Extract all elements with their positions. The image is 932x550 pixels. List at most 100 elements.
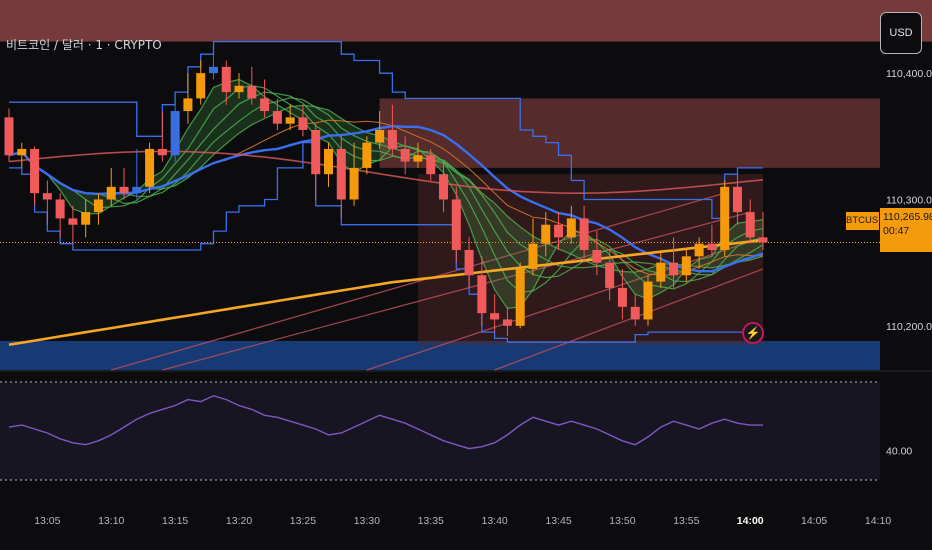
time-axis-label: 13:35 [418,515,444,527]
candle-body [528,243,538,269]
countdown: 00:47 [883,225,910,237]
candle-body [324,148,333,175]
candle-body [336,148,346,200]
candle-body [707,243,717,250]
rsi-pane [0,370,932,481]
channel-lower-line [9,141,763,343]
candle-body [17,148,27,156]
time-axis-label: 13:30 [354,515,380,527]
fan-line-0 [111,192,725,371]
candles-layer [4,47,768,336]
candle-body [502,319,512,326]
candle-body [617,287,627,307]
last-price-symbol-tag: BTCUSD [846,212,885,230]
resistance-zone-top [0,0,880,42]
price-axis-label: 110,400.00 [886,68,932,80]
candle-body [362,142,372,168]
candle-body [605,262,615,288]
candle-body [68,218,78,225]
candle-body [592,250,602,263]
candle-body [170,111,180,156]
candle-body [758,237,768,243]
time-axis-label: 13:15 [162,515,188,527]
currency-button[interactable]: USD [880,12,922,54]
time-axis-label: 13:55 [673,515,699,527]
candle-body [464,250,474,276]
time-axis-label: 14:00 [737,515,764,527]
fan-line-3 [494,268,764,371]
last-price-tag: 110,265.98 00:47 [880,208,932,252]
green-ribbon-fill [9,79,764,309]
candle-body [681,256,691,276]
candle-body [30,148,40,194]
candle-body [656,262,666,282]
candle-body [234,85,244,93]
candle-body [745,212,755,238]
candle-body [272,111,282,124]
fan-lines-layer [111,192,764,371]
candle-body [630,306,640,320]
red-envelope-line [8,150,764,194]
candle-body [145,148,155,187]
time-axis-label: 13:45 [545,515,571,527]
candle-body [669,262,679,276]
lightning-icon[interactable]: ⚡ [742,322,764,344]
symbol-title: 비트코인 / 달러 · 1 · CRYPTO [6,38,162,52]
candle-body [247,85,257,99]
candle-body [426,155,436,175]
time-axis-label: 14:10 [865,515,891,527]
candle-body [157,148,167,156]
price-axis-label: 110,300.00 [886,194,932,206]
candle-body [285,117,295,124]
candle-body [477,275,487,314]
candle-body [387,130,397,149]
time-axis-label: 14:05 [801,515,827,527]
candle-body [260,98,270,112]
rsi-band [0,382,880,480]
green-ribbon-line-1 [8,85,764,293]
candle-body [55,199,65,219]
candle-body [183,98,193,112]
price-axis-label: 110,200.00 [886,321,932,333]
green-ribbon-line-2 [8,91,764,283]
candle-body [93,199,103,213]
candle-body [439,174,449,200]
fan-line-2 [366,236,764,371]
candle-body [298,117,308,130]
candle-body [119,186,129,194]
candle-body [694,243,704,257]
candle-body [349,167,359,200]
candle-body [566,218,576,238]
candle-body [413,155,423,162]
candle-body [4,117,14,156]
last-price-value: 110,265.98 [883,211,932,223]
axes-layer: 110,400.00 110,300.00 110,200.00 40.00 13:05… [34,68,932,527]
time-axis-label: 13:20 [226,515,252,527]
resistance-zone [379,98,880,168]
candle-body [196,73,206,99]
candle-body [579,218,589,250]
candle-body [375,130,385,143]
candle-body [732,186,742,213]
candle-body [208,66,218,74]
time-axis-label: 13:05 [34,515,60,527]
candle-body [554,224,564,238]
rsi-line [8,394,763,450]
candle-body [311,130,321,175]
candle-body [515,268,525,326]
green-ribbon-line-3 [8,97,764,276]
candle-body [81,212,91,225]
fan-line-1 [162,211,751,371]
slow-ma-line [8,238,764,346]
candle-body [106,186,116,200]
time-axis-label: 13:25 [290,515,316,527]
time-axis-label: 13:10 [98,515,124,527]
time-axis-label: 13:50 [609,515,635,527]
candle-body [643,281,653,320]
candle-body [541,224,551,244]
candle-body [451,199,461,250]
time-axis-label: 13:40 [481,515,507,527]
rsi-axis-label: 40.00 [886,446,912,458]
candle-body [221,66,231,93]
